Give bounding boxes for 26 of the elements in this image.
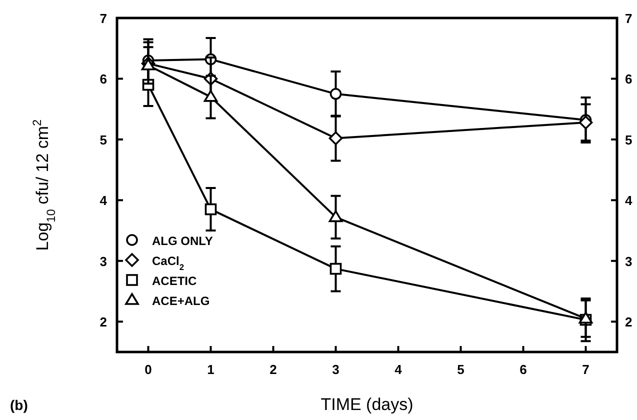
x-tick-label: 6 [520, 362, 527, 377]
y2-tick-label: 2 [625, 314, 632, 330]
x-axis-title: TIME (days) [320, 395, 414, 414]
y2-tick-label: 4 [625, 193, 633, 208]
legend-label: ACETIC [152, 274, 197, 288]
x-tick-label: 7 [582, 362, 590, 377]
y-tick-label: 3 [100, 254, 107, 269]
y-tick-label: 4 [100, 193, 108, 208]
legend-label: ACE+ALG [152, 294, 210, 308]
x-tick-label: 5 [457, 362, 464, 377]
x-tick-label: 3 [332, 362, 340, 377]
legend-label: ALG ONLY [152, 234, 213, 248]
y-tick-label: 6 [100, 72, 107, 87]
y2-tick-label: 5 [625, 132, 632, 148]
y2-tick-label: 3 [625, 254, 632, 269]
x-tick-label: 2 [270, 362, 277, 377]
x-tick-label: 4 [394, 362, 403, 377]
y2-tick-label: 6 [625, 72, 632, 87]
y-tick-label: 2 [100, 314, 107, 330]
y-tick-label: 5 [100, 132, 107, 148]
x-tick-label: 1 [207, 362, 214, 377]
x-tick-label: 0 [144, 362, 152, 377]
y-tick-label: 7 [100, 11, 107, 26]
legend-label: CaCl$_{2}$ [152, 254, 184, 272]
y2-tick-label: 7 [625, 11, 632, 26]
text: (b) [10, 397, 28, 413]
